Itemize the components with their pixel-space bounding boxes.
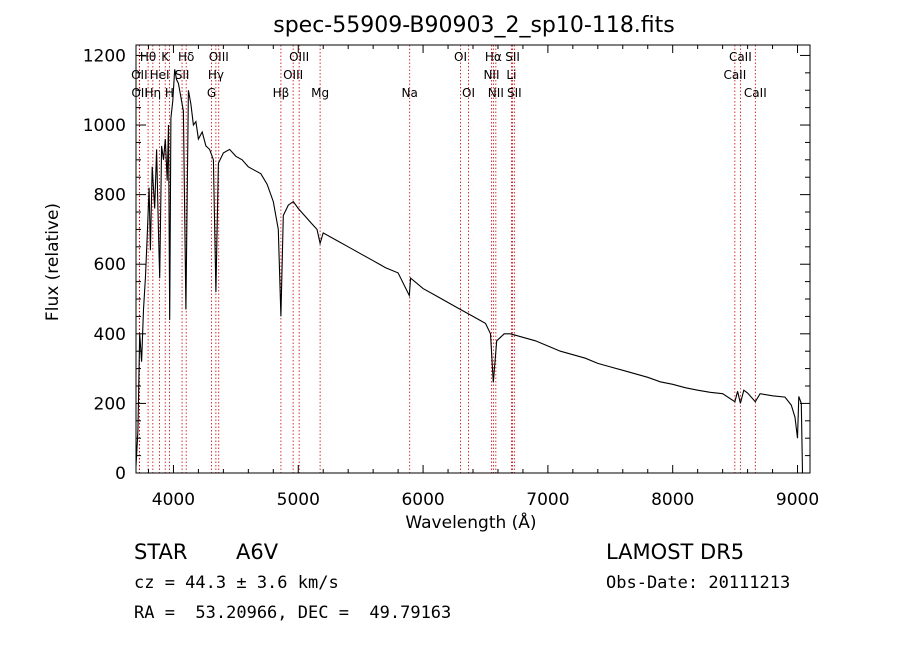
x-tick-label: 7000: [526, 490, 569, 510]
line-label: Hγ: [208, 68, 224, 82]
y-axis-ticks: 0 200 400 600 800 1000 1200: [83, 46, 810, 484]
ra-dec-coordinates: RA = 53.20966, DEC = 49.79163: [134, 603, 452, 623]
y-tick-label: 600: [94, 255, 126, 275]
x-tick-label: 5000: [277, 490, 320, 510]
line-label: Na: [402, 86, 418, 100]
x-tick-label: 8000: [651, 490, 694, 510]
y-tick-label: 800: [94, 186, 126, 206]
spectrum-series-line: [135, 69, 804, 474]
line-label: OII: [131, 68, 148, 82]
x-axis-ticks: 4000 5000 6000 7000 8000 9000: [147, 45, 819, 510]
line-label: OIII: [209, 50, 229, 64]
line-label: OII: [131, 86, 148, 100]
line-label: CaII: [729, 50, 752, 64]
survey-name: LAMOST DR5: [606, 540, 745, 564]
x-tick-label: 6000: [401, 490, 444, 510]
line-label: Hβ: [273, 86, 290, 100]
line-label: CaII: [744, 86, 767, 100]
line-label: Li: [506, 68, 516, 82]
line-label: NII: [488, 86, 504, 100]
line-label: SII: [507, 86, 522, 100]
line-label: G: [207, 86, 216, 100]
line-label: Hθ: [140, 50, 156, 64]
y-tick-label: 1000: [83, 116, 126, 136]
line-label: OI: [454, 50, 467, 64]
x-axis-label: Wavelength (Å): [405, 511, 536, 533]
line-label: OIII: [289, 50, 309, 64]
line-label: NII: [483, 68, 499, 82]
line-label: K: [161, 50, 170, 64]
observation-date: Obs-Date: 20111213: [606, 573, 791, 593]
line-markers: [138, 45, 756, 473]
line-label: HeI: [150, 68, 170, 82]
x-tick-label: 9000: [776, 490, 819, 510]
chart-title: spec-55909-B90903_2_sp10-118.fits: [273, 13, 675, 38]
line-label: SII: [175, 68, 190, 82]
redshift-velocity: cz = 44.3 ± 3.6 km/s: [134, 573, 339, 593]
y-tick-label: 400: [94, 325, 126, 345]
line-label: Hα: [485, 50, 502, 64]
line-label: CaII: [723, 68, 746, 82]
line-label: Hη: [145, 86, 162, 100]
line-label: H: [165, 86, 174, 100]
y-tick-label: 1200: [83, 46, 126, 66]
x-tick-label: 4000: [152, 490, 195, 510]
line-label: OIII: [283, 68, 303, 82]
y-tick-label: 200: [94, 394, 126, 414]
line-label: SII: [505, 50, 520, 64]
object-subclass: A6V: [236, 540, 279, 564]
plot-frame: [135, 44, 811, 474]
line-label: Hδ: [178, 50, 194, 64]
object-class: STAR: [134, 540, 188, 564]
line-label: OI: [462, 86, 475, 100]
y-tick-label: 0: [115, 464, 126, 484]
y-axis-label: Flux (relative): [43, 203, 63, 321]
line-label: Mg: [311, 86, 329, 100]
